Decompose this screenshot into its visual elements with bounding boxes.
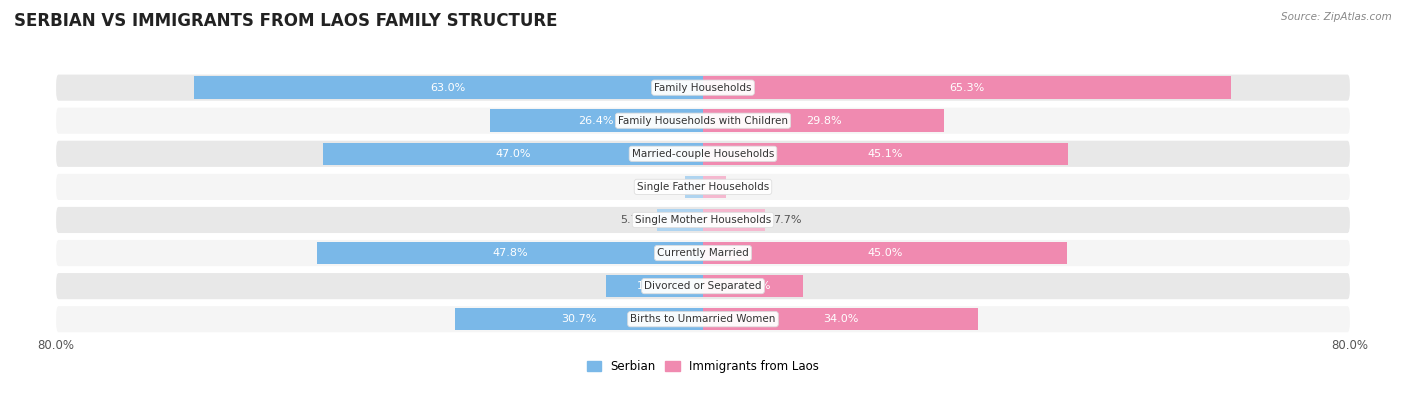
- Text: Married-couple Households: Married-couple Households: [631, 149, 775, 159]
- Text: Source: ZipAtlas.com: Source: ZipAtlas.com: [1281, 12, 1392, 22]
- FancyBboxPatch shape: [56, 75, 1350, 101]
- FancyBboxPatch shape: [56, 273, 1350, 299]
- Text: 5.7%: 5.7%: [620, 215, 648, 225]
- Bar: [657, 209, 703, 231]
- Text: Currently Married: Currently Married: [657, 248, 749, 258]
- Bar: [323, 143, 703, 165]
- Bar: [606, 275, 703, 297]
- Bar: [454, 308, 703, 331]
- Text: Single Mother Households: Single Mother Households: [636, 215, 770, 225]
- Bar: [703, 176, 727, 198]
- Bar: [685, 176, 703, 198]
- FancyBboxPatch shape: [56, 141, 1350, 167]
- Bar: [194, 76, 703, 99]
- Text: Births to Unmarried Women: Births to Unmarried Women: [630, 314, 776, 324]
- Text: 34.0%: 34.0%: [823, 314, 858, 324]
- Text: 29.8%: 29.8%: [806, 116, 841, 126]
- FancyBboxPatch shape: [56, 240, 1350, 266]
- Text: 12.4%: 12.4%: [735, 281, 770, 291]
- FancyBboxPatch shape: [56, 108, 1350, 134]
- Text: 7.7%: 7.7%: [773, 215, 801, 225]
- Text: Family Households: Family Households: [654, 83, 752, 93]
- Text: 65.3%: 65.3%: [949, 83, 984, 93]
- Bar: [703, 109, 943, 132]
- Bar: [489, 109, 703, 132]
- FancyBboxPatch shape: [56, 174, 1350, 200]
- Text: SERBIAN VS IMMIGRANTS FROM LAOS FAMILY STRUCTURE: SERBIAN VS IMMIGRANTS FROM LAOS FAMILY S…: [14, 12, 558, 30]
- Text: Family Households with Children: Family Households with Children: [619, 116, 787, 126]
- Text: 30.7%: 30.7%: [561, 314, 596, 324]
- Text: 45.0%: 45.0%: [868, 248, 903, 258]
- Text: Single Father Households: Single Father Households: [637, 182, 769, 192]
- Bar: [703, 209, 765, 231]
- Bar: [703, 275, 803, 297]
- Text: 63.0%: 63.0%: [430, 83, 465, 93]
- Text: 2.9%: 2.9%: [734, 182, 763, 192]
- Text: Divorced or Separated: Divorced or Separated: [644, 281, 762, 291]
- FancyBboxPatch shape: [56, 306, 1350, 332]
- Text: 26.4%: 26.4%: [578, 116, 614, 126]
- Legend: Serbian, Immigrants from Laos: Serbian, Immigrants from Laos: [582, 355, 824, 378]
- Bar: [703, 308, 979, 331]
- Bar: [316, 242, 703, 264]
- Text: 47.0%: 47.0%: [495, 149, 530, 159]
- Text: 45.1%: 45.1%: [868, 149, 903, 159]
- Bar: [703, 242, 1067, 264]
- Bar: [703, 76, 1230, 99]
- Text: 47.8%: 47.8%: [492, 248, 527, 258]
- FancyBboxPatch shape: [56, 207, 1350, 233]
- Text: 2.2%: 2.2%: [648, 182, 678, 192]
- Text: 12.0%: 12.0%: [637, 281, 672, 291]
- Bar: [703, 143, 1067, 165]
